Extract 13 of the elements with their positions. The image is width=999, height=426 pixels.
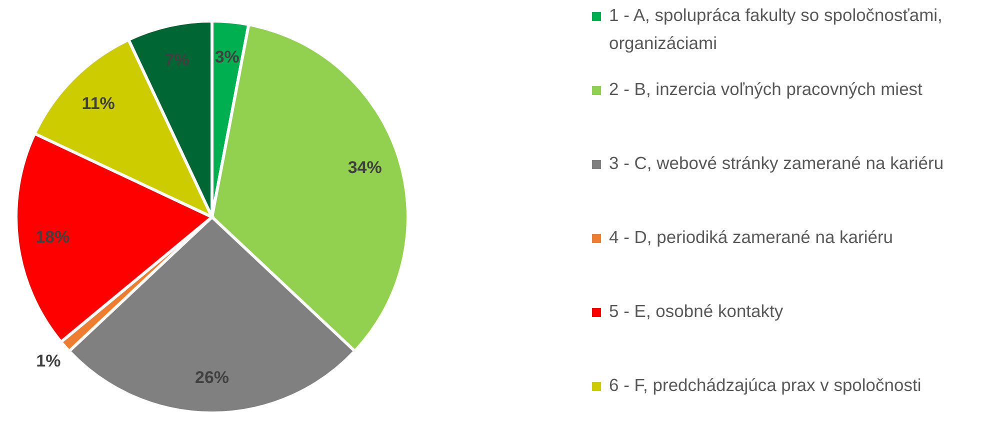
- legend-label: 2 - B, inzercia voľných pracovných miest: [609, 78, 922, 101]
- data-label: 11%: [82, 94, 115, 113]
- data-label: 34%: [348, 158, 382, 177]
- legend-label: 6 - F, predchádzajúca prax v spoločnosti: [609, 374, 922, 397]
- data-label: 1%: [36, 352, 61, 371]
- data-label: 7%: [164, 50, 190, 70]
- legend-label: 4 - D, periodiká zamerané na kariéru: [609, 226, 894, 249]
- data-label: 18%: [36, 228, 70, 247]
- legend-label: 3 - C, webové stránky zamerané na kariéru: [609, 152, 944, 175]
- data-label: 3%: [214, 47, 240, 66]
- legend-label: 5 - E, osobné kontakty: [609, 300, 784, 323]
- data-label: 26%: [194, 368, 230, 388]
- legend-label: 1 - A, spolupráca fakulty so spoločnosťami, organizáciami: [609, 4, 944, 55]
